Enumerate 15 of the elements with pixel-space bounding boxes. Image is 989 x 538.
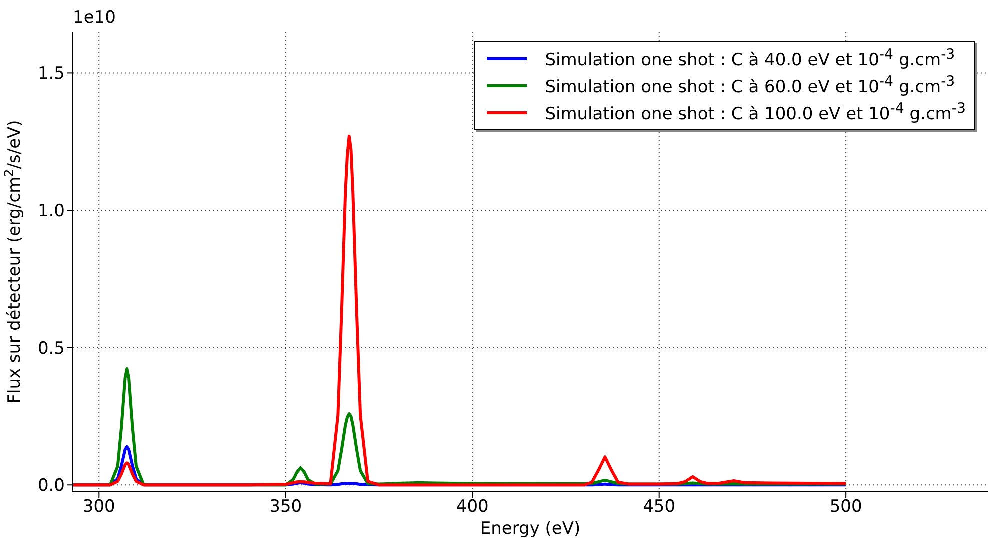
x-axis-title: Energy (eV): [480, 519, 581, 538]
y-tick-label: 0.0: [38, 476, 65, 496]
text: 1e10: [73, 8, 116, 28]
y-tick-label: 1.5: [38, 64, 65, 84]
line-series: [73, 134, 848, 487]
x-tick-label: 350: [270, 497, 302, 518]
legend-label: Simulation one shot : C à 40.0 eV et 10$^{-4}$ g.cm$^{-3}$: [545, 46, 956, 70]
legend-label: Simulation one shot : C à 100.0 eV et 10$^{-4}$ g.cm$^{-3}$: [545, 100, 966, 124]
y-tick-label: 1.0: [38, 202, 65, 222]
x-tick-label: 500: [830, 497, 862, 518]
x-tick-label: 400: [456, 497, 489, 518]
x-tick-label: 450: [643, 497, 676, 518]
x-tick-label: 300: [82, 497, 116, 518]
legend-label: Simulation one shot : C à 60.0 eV et 10$^{-4}$ g.cm$^{-3}$: [545, 74, 956, 98]
y-tick-label: 0.5: [38, 338, 65, 359]
